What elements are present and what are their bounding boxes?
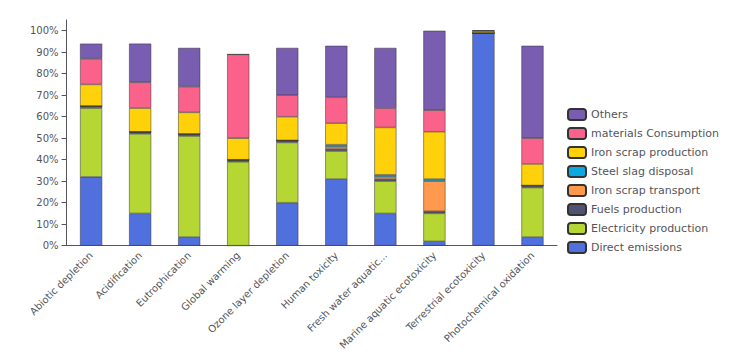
svg-text:Photochemical oxidation: Photochemical oxidation <box>442 250 536 344</box>
svg-text:Iron scrap production: Iron scrap production <box>591 146 708 159</box>
svg-text:100%: 100% <box>30 25 59 36</box>
svg-text:Direct emissions: Direct emissions <box>591 241 682 254</box>
svg-text:Electricity production: Electricity production <box>591 222 708 235</box>
svg-text:Ozone layer depletion: Ozone layer depletion <box>206 250 292 336</box>
svg-text:40%: 40% <box>36 154 58 165</box>
svg-text:Marine aquatic ecotoxicity: Marine aquatic ecotoxicity <box>337 250 438 351</box>
svg-text:70%: 70% <box>36 90 58 101</box>
svg-text:90%: 90% <box>36 47 58 58</box>
svg-text:0%: 0% <box>43 240 59 251</box>
svg-text:20%: 20% <box>36 197 58 208</box>
svg-text:Fuels production: Fuels production <box>591 203 682 216</box>
svg-text:80%: 80% <box>36 68 58 79</box>
svg-text:Acidification: Acidification <box>93 250 144 301</box>
svg-text:Terrestrial ecotoxicity: Terrestrial ecotoxicity <box>403 250 487 334</box>
svg-text:Steel slag disposal: Steel slag disposal <box>591 165 693 178</box>
svg-text:30%: 30% <box>36 176 58 187</box>
svg-text:Eutrophication: Eutrophication <box>133 249 194 309</box>
svg-text:Abiotic depletion: Abiotic depletion <box>28 250 95 317</box>
svg-text:50%: 50% <box>36 133 58 144</box>
svg-text:Others: Others <box>591 108 628 121</box>
svg-text:Global warming: Global warming <box>178 249 243 313</box>
svg-text:10%: 10% <box>36 219 58 230</box>
svg-text:Human toxicity: Human toxicity <box>278 249 341 311</box>
svg-text:materials Consumption: materials Consumption <box>591 127 719 140</box>
svg-text:Fresh water aquatic...: Fresh water aquatic... <box>305 250 389 334</box>
svg-text:Iron scrap transport: Iron scrap transport <box>591 184 701 197</box>
svg-text:60%: 60% <box>36 111 58 122</box>
